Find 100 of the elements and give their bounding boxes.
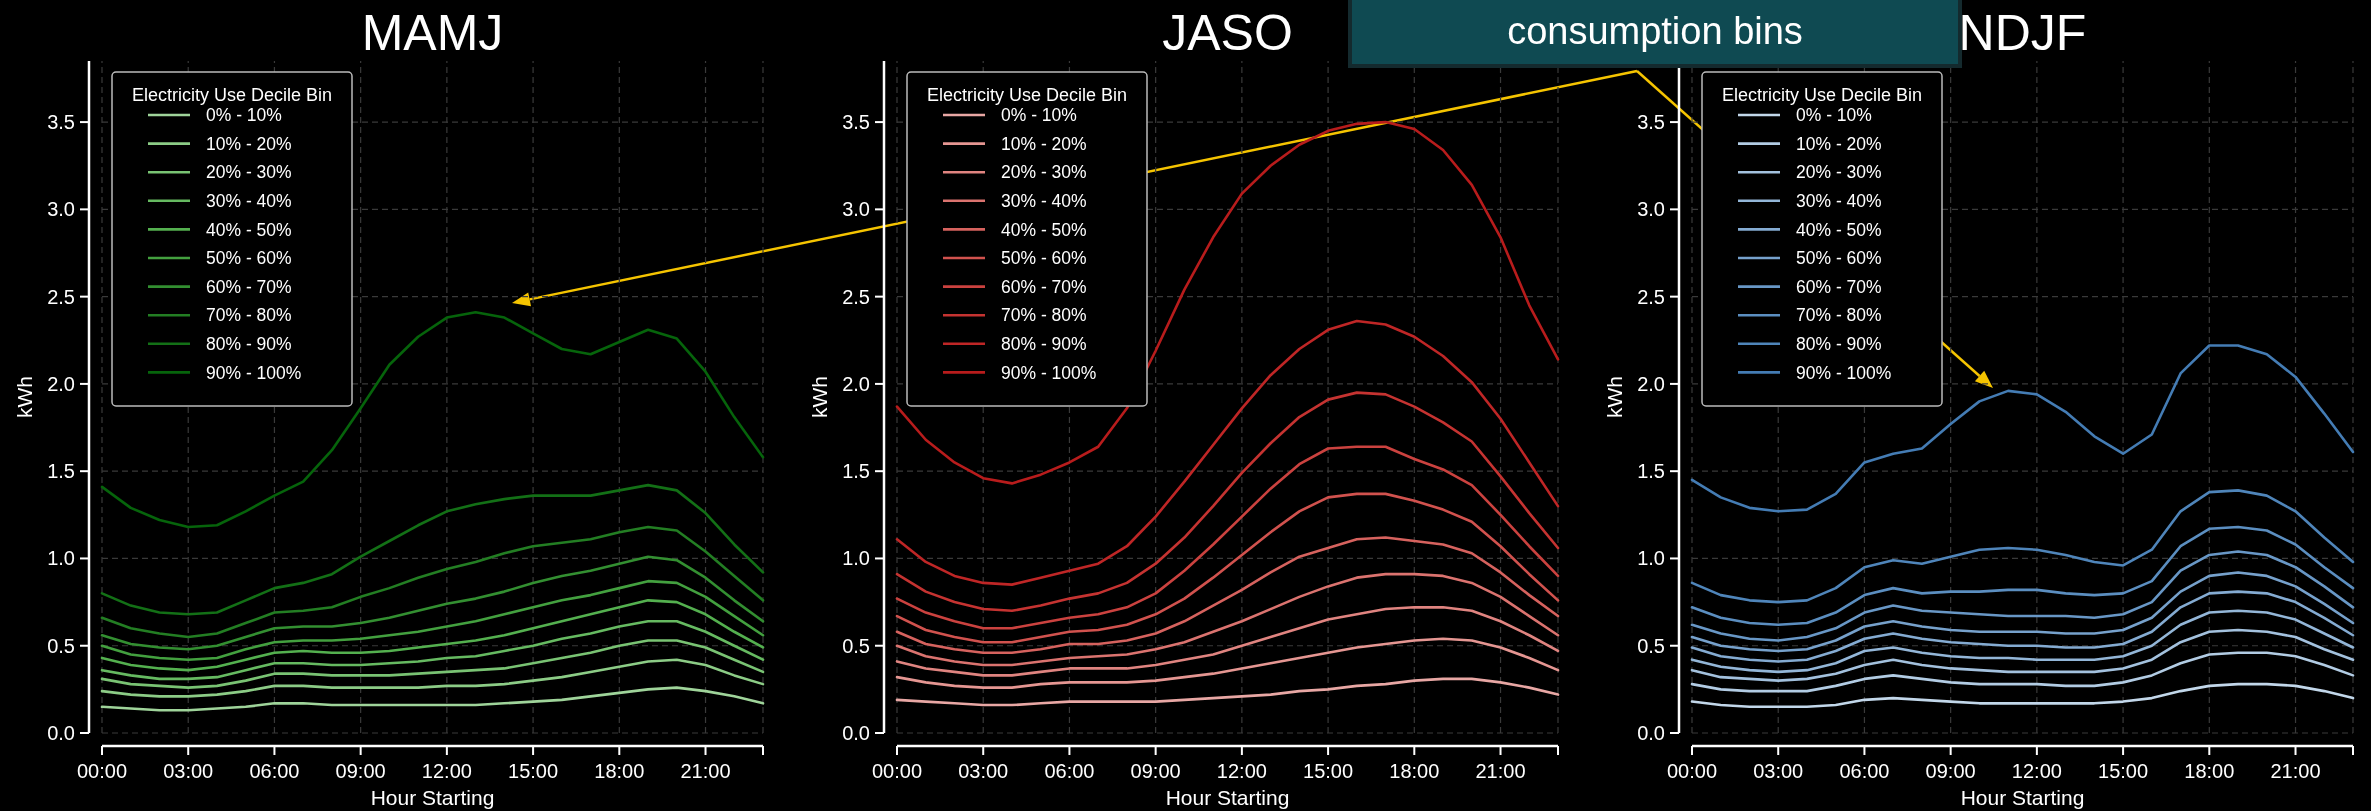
line-series — [895, 492, 1560, 644]
y-tick-label: 3.0 — [842, 198, 870, 221]
line-series — [895, 120, 1560, 485]
y-axis-title: kWh — [808, 376, 831, 418]
legend-label: 10% - 20% — [1001, 133, 1087, 154]
x-tick-label: 21:00 — [1475, 760, 1526, 782]
y-tick-label: 3.0 — [47, 198, 75, 221]
x-tick-label: 09:00 — [1130, 760, 1181, 782]
legend-label: 50% - 60% — [1796, 248, 1882, 269]
y-tick-label: 2.5 — [1637, 285, 1665, 308]
line-series — [895, 319, 1560, 586]
x-tick-label: 18:00 — [594, 760, 645, 782]
legend-label: 0% - 10% — [1001, 105, 1077, 126]
legend-label: 0% - 10% — [1796, 105, 1872, 126]
legend-title: Electricity Use Decile Bin — [1721, 85, 1923, 105]
legend-label: 0% - 10% — [206, 105, 282, 126]
y-tick-label: 1.0 — [47, 547, 75, 570]
legend-label: 80% - 90% — [1001, 333, 1087, 354]
y-tick-label: 2.0 — [1637, 372, 1665, 395]
legend-label: 10% - 20% — [206, 133, 292, 154]
legend-label: 30% - 40% — [206, 190, 292, 211]
line-series — [100, 658, 765, 698]
line-series — [895, 677, 1560, 707]
legend-label: 70% - 80% — [1001, 305, 1087, 326]
y-tick-label: 0.0 — [1637, 722, 1665, 744]
y-tick-label: 3.5 — [1637, 111, 1665, 134]
line-series — [895, 637, 1560, 689]
line-series — [1690, 571, 2355, 653]
y-axis-title: kWh — [13, 376, 36, 418]
legend-label: 70% - 80% — [206, 305, 292, 326]
x-tick-label: 21:00 — [680, 760, 731, 782]
x-tick-label: 18:00 — [1389, 760, 1440, 782]
line-series — [895, 391, 1560, 613]
line-series — [1690, 590, 2355, 663]
line-series — [1690, 525, 2355, 627]
y-tick-label: 3.0 — [1637, 198, 1665, 221]
line-series — [100, 619, 765, 681]
chart-title: JASO — [1162, 5, 1293, 61]
y-tick-label: 0.5 — [842, 634, 870, 657]
line-series — [100, 599, 765, 672]
y-tick-label: 2.5 — [47, 285, 75, 308]
y-tick-label: 2.5 — [842, 285, 870, 308]
line-series — [895, 572, 1560, 667]
legend-label: 60% - 70% — [206, 276, 292, 297]
legend-label: 70% - 80% — [1796, 305, 1882, 326]
y-tick-label: 0.0 — [47, 722, 75, 744]
legend-label: 60% - 70% — [1001, 276, 1087, 297]
line-series — [1690, 489, 2355, 604]
x-tick-label: 12:00 — [421, 760, 472, 782]
x-tick-label: 15:00 — [508, 760, 559, 782]
x-tick-label: 15:00 — [1303, 760, 1354, 782]
legend-label: 80% - 90% — [206, 333, 292, 354]
x-axis-title: Hour Starting — [1165, 786, 1290, 809]
line-series — [1690, 550, 2355, 642]
legend-label: 40% - 50% — [206, 219, 292, 240]
y-tick-label: 1.5 — [1637, 460, 1665, 483]
line-series — [1690, 628, 2355, 682]
line-series — [100, 639, 765, 689]
y-tick-label: 1.0 — [842, 547, 870, 570]
line-series — [1690, 682, 2355, 709]
line-series — [895, 606, 1560, 677]
y-tick-label: 3.5 — [47, 111, 75, 134]
x-tick-label: 03:00 — [958, 760, 1009, 782]
x-tick-label: 03:00 — [163, 760, 214, 782]
legend-label: 80% - 90% — [1796, 333, 1882, 354]
line-series — [100, 579, 765, 661]
x-tick-label: 15:00 — [2098, 760, 2149, 782]
legend-label: 90% - 100% — [1001, 362, 1097, 383]
x-tick-label: 06:00 — [1044, 760, 1095, 782]
y-tick-label: 0.5 — [47, 634, 75, 657]
x-tick-label: 12:00 — [2011, 760, 2062, 782]
x-tick-label: 03:00 — [1753, 760, 1804, 782]
legend-title: Electricity Use Decile Bin — [131, 85, 333, 105]
y-tick-label: 1.5 — [842, 460, 870, 483]
x-tick-label: 09:00 — [1925, 760, 1976, 782]
y-axis-title: kWh — [1603, 376, 1626, 418]
legend-label: 40% - 50% — [1001, 219, 1087, 240]
line-series — [100, 686, 765, 712]
legend-label: 90% - 100% — [1796, 362, 1892, 383]
legend-label: 60% - 70% — [1796, 276, 1882, 297]
line-series — [100, 555, 765, 651]
x-tick-label: 21:00 — [2270, 760, 2321, 782]
legend-label: 30% - 40% — [1796, 190, 1882, 211]
legend-label: 30% - 40% — [1001, 190, 1087, 211]
text: consumption bins — [1507, 10, 1803, 52]
legend-label: 40% - 50% — [1796, 219, 1882, 240]
y-tick-label: 0.0 — [842, 722, 870, 744]
y-tick-label: 1.5 — [47, 460, 75, 483]
y-tick-label: 2.0 — [842, 372, 870, 395]
x-axis-title: Hour Starting — [370, 786, 495, 809]
legend-label: 90% - 100% — [206, 362, 302, 383]
line-series — [100, 525, 765, 639]
line-series — [895, 536, 1560, 655]
legend-label: 50% - 60% — [1001, 248, 1087, 269]
x-tick-label: 18:00 — [2184, 760, 2235, 782]
y-tick-label: 0.5 — [1637, 634, 1665, 657]
x-tick-label: 00:00 — [871, 760, 923, 782]
y-tick-label: 1.0 — [1637, 547, 1665, 570]
y-tick-label: 3.5 — [842, 111, 870, 134]
line-series — [895, 445, 1560, 630]
